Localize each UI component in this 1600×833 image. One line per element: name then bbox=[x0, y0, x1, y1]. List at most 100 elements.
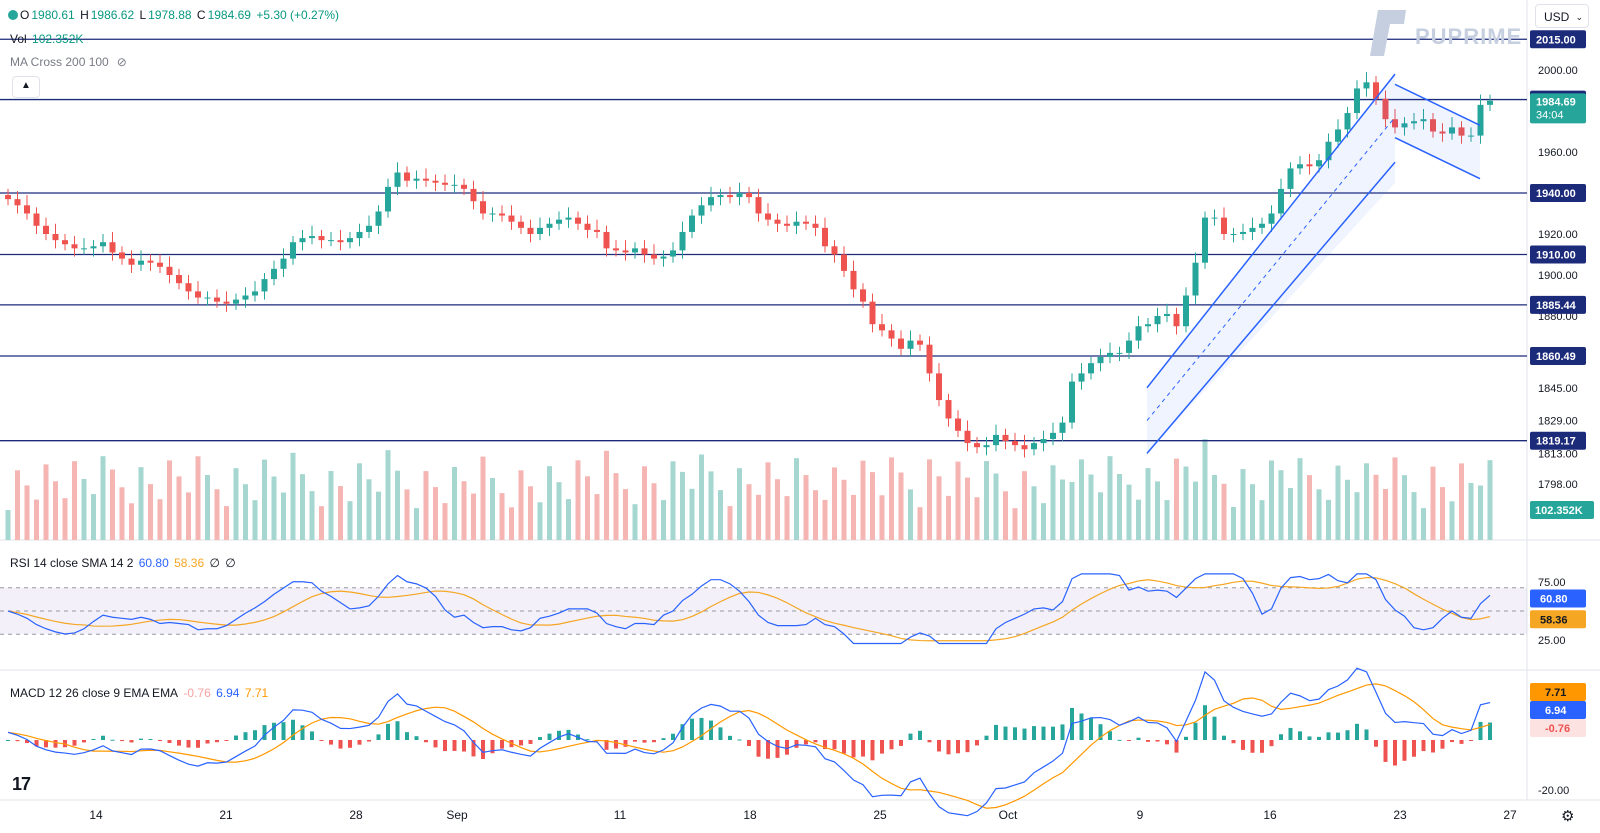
macd-hist-bar bbox=[984, 735, 989, 740]
time-tick-label: 18 bbox=[743, 808, 757, 822]
macd-hist-bar bbox=[1003, 726, 1008, 740]
macd-hist-bar bbox=[53, 740, 58, 748]
macd-hist-bar bbox=[870, 740, 875, 761]
candle-body bbox=[784, 223, 790, 226]
candle-body bbox=[1335, 129, 1341, 142]
macd-hist-bar bbox=[205, 740, 210, 744]
volume-bar bbox=[1155, 481, 1160, 540]
volume-bar bbox=[1269, 460, 1274, 540]
volume-bar bbox=[632, 504, 638, 540]
rsi-legend[interactable]: RSI 14 close SMA 14 2 60.80 58.36 ∅ ∅ bbox=[10, 556, 238, 570]
volume-bar bbox=[993, 473, 999, 540]
volume-bar bbox=[727, 506, 733, 540]
macd-hist-bar bbox=[851, 740, 856, 758]
volume-bar bbox=[955, 461, 961, 540]
candle-body bbox=[670, 250, 676, 257]
volume-bar bbox=[585, 476, 590, 540]
candle-body bbox=[1297, 164, 1303, 169]
volume-legend[interactable]: Vol 102.352K bbox=[10, 32, 85, 46]
price-tick-label: 1813.00 bbox=[1538, 448, 1578, 460]
macd-hist-bar bbox=[880, 740, 884, 754]
volume-bar bbox=[908, 489, 913, 540]
volume-bar bbox=[1012, 508, 1018, 540]
volume-bar bbox=[1383, 489, 1388, 540]
macd-hist-bar bbox=[652, 740, 656, 743]
candle-body bbox=[1192, 262, 1199, 296]
candle-body bbox=[841, 254, 847, 271]
macd-hist-bar bbox=[528, 740, 533, 744]
macd-hist-bar bbox=[300, 725, 305, 740]
macd-legend[interactable]: MACD 12 26 close 9 EMA EMA -0.76 6.94 7.… bbox=[10, 686, 270, 700]
currency-label: USD bbox=[1544, 10, 1570, 24]
volume-bar bbox=[680, 471, 685, 540]
volume-bar bbox=[1060, 479, 1065, 540]
settings-gear-icon[interactable]: ⚙ bbox=[1561, 808, 1575, 825]
candle-body bbox=[575, 217, 581, 224]
macd-hist-bar bbox=[72, 740, 77, 746]
change-value: +5.30 (+0.27%) bbox=[256, 8, 340, 22]
macd-hist-bar bbox=[1155, 740, 1160, 742]
volume-bar bbox=[1278, 470, 1284, 540]
rsi-line bbox=[7, 573, 1491, 645]
volume-bar bbox=[452, 467, 457, 540]
candle-body bbox=[176, 275, 182, 284]
macd-hist-bar bbox=[196, 740, 200, 748]
candle-body bbox=[43, 225, 49, 234]
macd-hist-bar bbox=[1326, 732, 1331, 740]
volume-bar bbox=[81, 479, 87, 540]
candle-body bbox=[1392, 119, 1398, 128]
open-label: O bbox=[20, 8, 30, 22]
volume-bar bbox=[1145, 468, 1151, 540]
candle-body bbox=[318, 236, 325, 241]
macd-hist-bar bbox=[120, 740, 124, 742]
rsi-value-label: 60.80 bbox=[1540, 593, 1568, 605]
candle-body bbox=[1050, 432, 1056, 439]
macd-hist-bar bbox=[1345, 730, 1350, 740]
macd-hist-bar bbox=[785, 740, 789, 755]
macd-hist-bar bbox=[709, 720, 713, 740]
macd-hist-label: -0.76 bbox=[1545, 723, 1570, 735]
volume-bar bbox=[718, 490, 723, 540]
macd-hist-bar bbox=[1041, 726, 1046, 740]
candle-body bbox=[119, 252, 125, 259]
macd-hist-bar bbox=[1165, 740, 1169, 745]
collapse-legend-button[interactable]: ▲ bbox=[12, 76, 40, 98]
macd-hist-bar bbox=[253, 730, 257, 740]
volume-bar bbox=[366, 479, 372, 540]
last-price-label: 1984.69 bbox=[1536, 96, 1576, 108]
volume-bar bbox=[1031, 486, 1037, 540]
currency-select[interactable]: USD ⌄ bbox=[1535, 4, 1589, 28]
macd-hist-bar bbox=[661, 738, 666, 740]
candle-body bbox=[1202, 217, 1208, 263]
candle-body bbox=[62, 240, 68, 245]
volume-bar bbox=[1126, 484, 1132, 540]
hidden-eye-icon[interactable]: ⊘ bbox=[116, 55, 127, 69]
macd-hist-bar bbox=[310, 731, 314, 740]
volume-bar bbox=[471, 493, 476, 540]
macd-hist-bar bbox=[338, 740, 343, 749]
volume-bar bbox=[775, 479, 780, 540]
time-tick-label: 11 bbox=[614, 808, 627, 822]
macd-hist-bar bbox=[177, 740, 181, 746]
ma-legend[interactable]: MA Cross 200 100 ⊘ bbox=[10, 55, 129, 69]
candle-body bbox=[1059, 422, 1066, 433]
volume-bar bbox=[1459, 463, 1464, 540]
macd-value-label-bg bbox=[1530, 701, 1586, 719]
volume-bar bbox=[442, 503, 448, 540]
price-tick-label: 1960.00 bbox=[1538, 147, 1578, 159]
rsi-value: 60.80 bbox=[138, 556, 169, 570]
macd-hist-bar bbox=[557, 730, 561, 740]
macd-hist-bar bbox=[547, 733, 552, 740]
macd-hist-bar bbox=[329, 740, 333, 745]
candle-body bbox=[366, 225, 372, 232]
volume-bar bbox=[1288, 488, 1293, 540]
volume-bar bbox=[1221, 483, 1227, 540]
macd-hist-bar bbox=[1013, 727, 1017, 740]
brand-name: PUPRIME bbox=[1415, 24, 1523, 49]
candle-body bbox=[1306, 164, 1313, 167]
macd-hist-bar bbox=[1469, 740, 1473, 741]
macd-hist-bar bbox=[158, 740, 162, 741]
volume-bar bbox=[338, 486, 343, 540]
candle-body bbox=[651, 254, 657, 259]
